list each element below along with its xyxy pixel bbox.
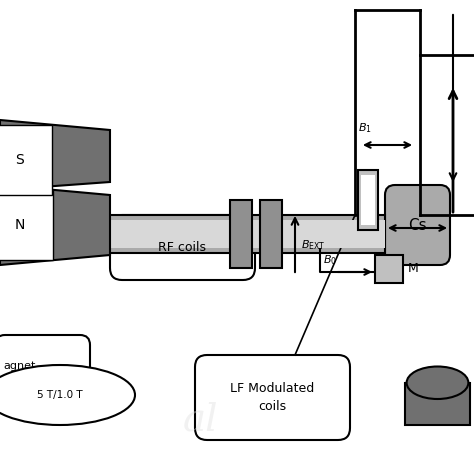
Bar: [0, 220, 385, 248]
Text: Cs: Cs: [408, 218, 427, 233]
Ellipse shape: [407, 366, 468, 399]
FancyBboxPatch shape: [385, 185, 450, 265]
Bar: [358, 170, 378, 230]
Text: agnet-
arizer: agnet- arizer: [3, 361, 39, 385]
Polygon shape: [0, 120, 110, 190]
Text: $B_0$: $B_0$: [323, 253, 337, 267]
Text: al: al: [182, 401, 218, 438]
Bar: [0, 215, 385, 253]
Text: N: N: [15, 218, 26, 232]
Bar: [375, 255, 403, 283]
Text: 5 T/1.0 T: 5 T/1.0 T: [37, 390, 83, 400]
Bar: [405, 383, 470, 425]
Text: LF Modulated
coils: LF Modulated coils: [230, 383, 315, 412]
Polygon shape: [0, 185, 110, 265]
Bar: [230, 200, 252, 268]
Text: S: S: [15, 153, 24, 167]
FancyBboxPatch shape: [110, 215, 255, 280]
Text: M: M: [408, 263, 419, 275]
Text: $B_\mathrm{EXT}$: $B_\mathrm{EXT}$: [301, 238, 326, 252]
FancyBboxPatch shape: [195, 355, 350, 440]
Text: RF coils: RF coils: [158, 241, 207, 254]
Bar: [361, 175, 375, 225]
Text: $B_1$: $B_1$: [358, 121, 372, 135]
FancyBboxPatch shape: [0, 335, 90, 410]
Bar: [260, 200, 282, 268]
Ellipse shape: [0, 365, 135, 425]
